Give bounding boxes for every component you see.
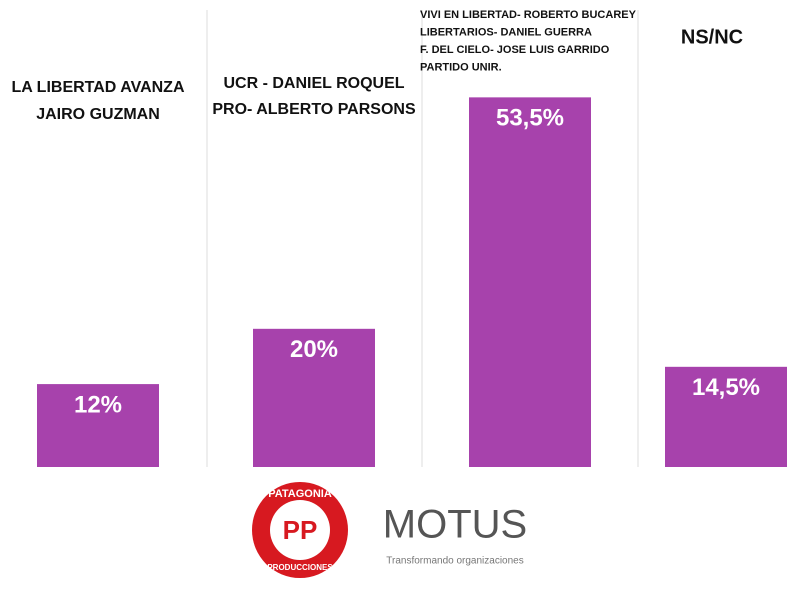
logo-core bbox=[270, 500, 330, 560]
category-label: NS/NC bbox=[681, 26, 743, 48]
category-label: JAIRO GUZMAN bbox=[36, 106, 160, 123]
category-label: F. DEL CIELO- JOSE LUIS GARRIDO bbox=[420, 44, 610, 56]
category-label: VIVI EN LIBERTAD- ROBERTO BUCAREY bbox=[420, 9, 637, 21]
category-label: PARTIDO UNIR. bbox=[420, 61, 502, 73]
category-label: LIBERTARIOS- DANIEL GUERRA bbox=[420, 26, 592, 38]
logo-motus: MOTUS bbox=[383, 503, 527, 547]
value-label: 14,5% bbox=[692, 374, 760, 401]
logo-tagline: Transformando organizaciones bbox=[386, 556, 523, 567]
logo-patagonia: PATAGONIA PRODUCCIONES PP bbox=[252, 482, 348, 578]
value-label: 20% bbox=[290, 336, 338, 363]
logo-ring-bottom: PRODUCCIONES bbox=[267, 563, 333, 572]
value-label: 53,5% bbox=[496, 105, 564, 132]
category-label: UCR - DANIEL ROQUEL bbox=[223, 75, 404, 92]
bar bbox=[253, 328, 375, 467]
value-label: 12% bbox=[74, 391, 122, 418]
logo-ring-top: PATAGONIA bbox=[268, 488, 332, 500]
bar bbox=[469, 97, 591, 467]
bar bbox=[37, 384, 159, 467]
logo-initials: PP bbox=[283, 515, 318, 545]
category-label: PRO- ALBERTO PARSONS bbox=[212, 101, 416, 118]
bar bbox=[665, 366, 787, 467]
category-label: LA LIBERTAD AVANZA bbox=[11, 79, 184, 96]
